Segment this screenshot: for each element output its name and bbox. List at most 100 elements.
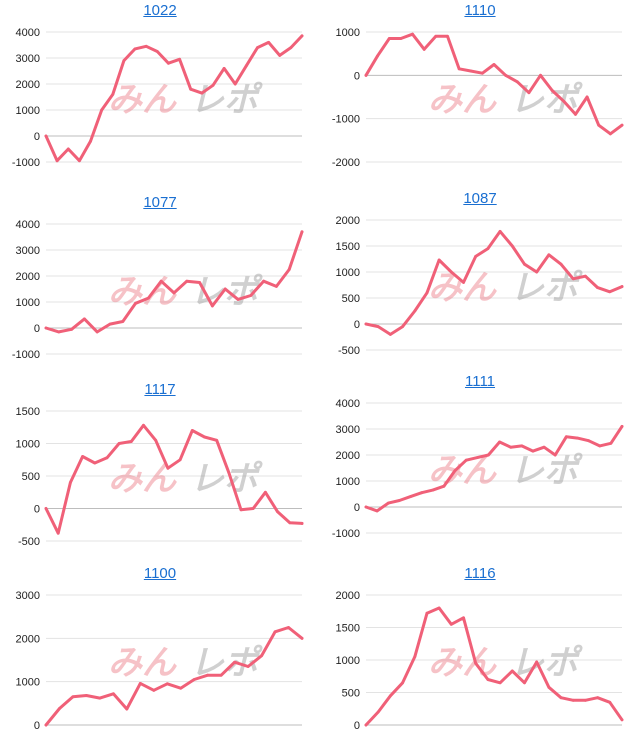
data-point (598, 444, 602, 448)
data-point (535, 660, 539, 664)
y-tick-label: 1000 (16, 297, 40, 309)
chart-title-link[interactable]: 1022 (143, 2, 177, 19)
data-point (442, 484, 446, 488)
y-tick-label: 1500 (336, 241, 360, 253)
data-point (386, 501, 390, 505)
chart-title-link[interactable]: 1111 (464, 373, 496, 390)
data-point (125, 707, 129, 711)
data-point (364, 322, 368, 326)
data-point (462, 616, 465, 620)
data-point (520, 444, 524, 448)
data-point (571, 277, 575, 281)
data-point (434, 34, 438, 38)
data-point (85, 694, 88, 697)
data-point (364, 73, 368, 77)
chart-title-link[interactable]: 1116 (464, 565, 496, 582)
data-point (262, 279, 265, 283)
data-point (215, 438, 219, 442)
data-point (399, 37, 403, 40)
data-point (198, 281, 202, 284)
chart-panel-1087: 2000 1500 1000 500 0 -500 みん レポ 1087 (320, 188, 640, 373)
data-point (122, 59, 126, 62)
chart-panel-1100: 3000 2000 1000 0 みん レポ 1100 (0, 563, 320, 745)
y-tick-label: 0 (34, 323, 40, 335)
chart-title-link[interactable]: 1110 (464, 2, 496, 19)
data-point (462, 281, 465, 284)
chart-panel-1116: 2000 1500 1000 500 0 みん レポ 1116 (320, 563, 640, 745)
data-point (105, 456, 109, 460)
chart-panel-1077: 4000 3000 2000 1000 0 -1000 みん レポ 1077 (0, 192, 320, 377)
data-point (179, 686, 183, 690)
data-point (138, 682, 142, 685)
data-point (192, 678, 196, 681)
data-point (55, 159, 59, 163)
y-tick-label: 1500 (336, 623, 360, 635)
data-point (249, 294, 253, 297)
data-point (111, 93, 115, 96)
y-tick-label: -500 (338, 345, 360, 357)
data-point (167, 61, 170, 65)
y-tick-label: 0 (34, 720, 40, 732)
data-point (364, 723, 368, 727)
data-point (413, 655, 417, 659)
y-tick-label: 2000 (16, 79, 40, 91)
chart-svg: 4000 3000 2000 1000 0 -1000 みん レポ (332, 398, 624, 540)
data-point (584, 274, 587, 278)
data-point (44, 507, 48, 510)
data-point (58, 707, 61, 710)
chart-title-link[interactable]: 1117 (144, 381, 176, 398)
chart-svg: 4000 3000 2000 1000 0 -1000 みん レポ (12, 27, 304, 169)
data-point (475, 456, 479, 459)
data-point (527, 91, 531, 95)
data-point (425, 291, 429, 295)
watermark-logo: みん (108, 644, 177, 682)
data-point (492, 63, 496, 66)
y-tick-label: -1000 (12, 157, 40, 169)
data-point (486, 678, 490, 681)
chart-panel-1111: 4000 3000 2000 1000 0 -1000 みん レポ 1111 (320, 371, 640, 556)
chart-title-link[interactable]: 1087 (463, 190, 497, 207)
chart-panel-1022: 4000 3000 2000 1000 0 -1000 みん レポ 1022 (0, 0, 320, 185)
watermark-logo: みん (428, 452, 497, 490)
data-point (288, 521, 292, 525)
data-point (287, 626, 290, 629)
data-point (608, 132, 612, 136)
data-point (300, 34, 304, 38)
data-point (515, 80, 519, 84)
data-point (278, 54, 282, 57)
y-tick-label: 0 (354, 502, 360, 514)
y-tick-label: 2000 (336, 450, 360, 462)
data-point (474, 255, 478, 258)
watermark-logo: みん (108, 273, 177, 311)
watermark-logo: みん (428, 269, 497, 307)
data-point (564, 435, 568, 439)
chart-title-link[interactable]: 1077 (143, 194, 177, 211)
data-point (547, 685, 551, 689)
data-point (117, 442, 121, 445)
data-point (409, 495, 412, 498)
data-point (559, 262, 563, 266)
data-point (376, 325, 380, 328)
data-point (178, 57, 181, 61)
data-point (437, 258, 441, 262)
series-line (44, 423, 304, 535)
data-point (401, 325, 404, 328)
data-point (437, 606, 441, 610)
data-point (98, 696, 102, 700)
series-line (44, 626, 304, 727)
data-point (159, 279, 163, 283)
chart-title-link[interactable]: 1100 (143, 565, 177, 582)
data-point (70, 327, 73, 331)
data-point (200, 91, 204, 95)
data-point (480, 71, 484, 75)
data-point (178, 458, 182, 462)
y-tick-label: -1000 (12, 349, 40, 361)
data-point (152, 688, 156, 692)
y-tick-label: 3000 (16, 53, 40, 65)
watermark-logo: レポ (510, 269, 583, 307)
y-tick-label: 0 (354, 70, 360, 82)
data-point (620, 285, 624, 288)
data-point (211, 304, 214, 308)
y-tick-label: 1000 (16, 677, 40, 689)
